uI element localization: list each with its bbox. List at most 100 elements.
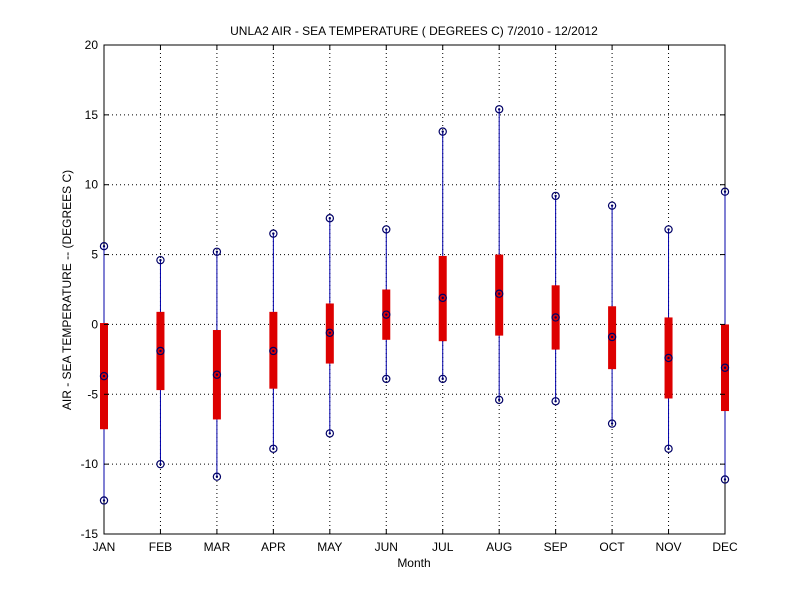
x-axis-label: Month <box>397 556 430 570</box>
median-marker-dot <box>667 356 670 360</box>
box-sep <box>551 191 560 406</box>
min-marker <box>382 374 391 384</box>
x-tick-label: DEC <box>712 540 738 554</box>
median-marker-dot <box>554 316 557 319</box>
box-jul <box>438 127 447 384</box>
median-marker-dot <box>159 349 162 353</box>
min-marker <box>438 374 447 384</box>
max-marker <box>494 105 504 114</box>
max-marker-dot <box>215 250 219 253</box>
box-jan <box>99 241 109 505</box>
median-marker-dot <box>272 349 275 353</box>
max-marker <box>438 127 447 136</box>
y-tick-label: -15 <box>81 527 99 541</box>
min-marker-dot <box>723 478 727 481</box>
median-marker <box>551 313 560 322</box>
iqr-box <box>495 254 504 336</box>
max-marker-dot <box>328 217 332 220</box>
median-marker <box>99 371 109 381</box>
max-marker-dot <box>610 204 614 207</box>
box-jun <box>382 225 391 384</box>
max-marker-dot <box>385 228 388 231</box>
max-marker-dot <box>102 244 106 248</box>
min-marker <box>269 444 278 453</box>
max-marker-dot <box>272 232 275 235</box>
max-marker <box>156 255 165 265</box>
median-marker-dot <box>215 373 219 376</box>
median-marker <box>664 353 673 363</box>
max-marker-dot <box>723 190 727 193</box>
box-oct <box>607 201 617 428</box>
y-tick-label: 15 <box>85 108 99 122</box>
x-tick-label: NOV <box>656 540 682 554</box>
min-marker-dot <box>272 447 275 450</box>
min-marker <box>607 419 617 428</box>
x-tick-label: JUL <box>432 540 454 554</box>
chart-title: UNLA2 AIR - SEA TEMPERATURE ( DEGREES C)… <box>230 24 598 38</box>
max-marker <box>325 214 335 223</box>
max-marker <box>720 187 730 196</box>
box-series <box>99 105 730 505</box>
min-marker-dot <box>328 432 332 435</box>
max-marker-dot <box>159 258 162 262</box>
axis-ticks: JAN FEB MAR APR MAY JUN JUL AUG SEP OCT NOV DEC -15 -… <box>81 38 738 554</box>
median-marker <box>382 310 391 319</box>
median-marker-dot <box>102 374 106 378</box>
median-marker-dot <box>497 292 501 295</box>
x-tick-label: MAR <box>204 540 231 554</box>
max-marker-dot <box>667 228 670 231</box>
x-tick-label: SEP <box>544 540 568 554</box>
y-tick-label: 5 <box>91 248 98 262</box>
min-marker-dot <box>441 377 444 381</box>
min-marker-dot <box>610 422 614 425</box>
y-tick-label: -10 <box>81 457 99 471</box>
box-mar <box>212 247 222 481</box>
x-tick-label: AUG <box>486 540 512 554</box>
x-tick-label: FEB <box>149 540 172 554</box>
min-marker-dot <box>497 398 501 402</box>
min-marker <box>494 395 504 405</box>
min-marker-dot <box>159 462 162 466</box>
median-marker-dot <box>610 335 614 339</box>
y-tick-label: 10 <box>85 178 99 192</box>
min-marker <box>99 496 109 505</box>
box-may <box>325 214 335 438</box>
max-marker <box>382 225 391 234</box>
median-marker <box>269 346 278 356</box>
min-marker <box>664 444 673 453</box>
min-marker <box>720 475 730 484</box>
max-marker-dot <box>497 108 501 111</box>
y-axis-label: AIR - SEA TEMPERATURE -- (DEGREES C) <box>60 170 74 410</box>
min-marker <box>325 429 335 438</box>
median-marker <box>212 370 222 379</box>
median-marker <box>438 293 447 303</box>
median-marker-dot <box>441 296 444 300</box>
median-marker <box>325 328 335 338</box>
median-marker <box>494 289 504 298</box>
median-marker <box>156 346 165 356</box>
box-dec <box>720 187 730 484</box>
y-tick-label: -5 <box>87 387 98 401</box>
box-aug <box>494 105 504 405</box>
max-marker <box>607 201 617 210</box>
max-marker <box>212 247 222 256</box>
min-marker <box>156 459 165 469</box>
median-marker-dot <box>328 331 332 335</box>
y-tick-label: 20 <box>85 38 99 52</box>
median-marker <box>720 363 730 372</box>
median-marker-dot <box>385 313 388 316</box>
x-tick-label: APR <box>261 540 286 554</box>
x-tick-label: OCT <box>599 540 625 554</box>
x-tick-label: JAN <box>93 540 116 554</box>
min-marker-dot <box>215 475 219 478</box>
min-marker <box>212 472 222 481</box>
min-marker-dot <box>102 499 106 502</box>
min-marker-dot <box>554 400 557 403</box>
max-marker <box>269 229 278 238</box>
box-apr <box>269 229 278 453</box>
min-marker <box>551 397 560 406</box>
box-feb <box>156 255 165 469</box>
max-marker-dot <box>554 194 557 198</box>
